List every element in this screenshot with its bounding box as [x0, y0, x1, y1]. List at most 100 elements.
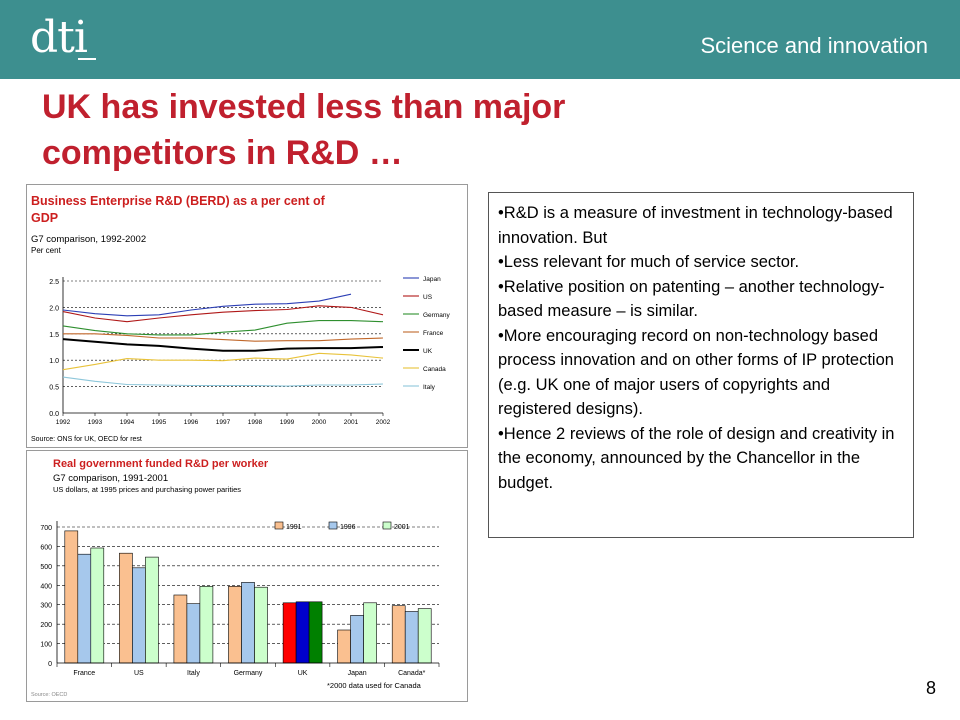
x-tick-label: Italy	[187, 670, 200, 677]
series-line-canada	[62, 352, 384, 371]
bar-2001	[363, 602, 377, 664]
dti-logo: dti	[30, 12, 88, 63]
bar-1991	[64, 530, 79, 664]
bar-1996	[404, 611, 419, 664]
bullet-item: •R&D is a measure of investment in techn…	[498, 204, 893, 247]
bullet-item: •Hence 2 reviews of the role of design a…	[498, 424, 895, 492]
bar-1991	[282, 602, 297, 664]
bullet-text-box: •R&D is a measure of investment in techn…	[488, 192, 914, 538]
bar-2001	[199, 586, 214, 664]
series-line-japan	[62, 293, 352, 317]
x-tick-label: 2002	[376, 419, 391, 426]
y-axis-label: US dollars, at 1995 prices and purchasin…	[53, 485, 241, 494]
x-tick-label: Canada*	[398, 670, 426, 677]
berd-chart-svg: Business Enterprise R&D (BERD) as a per …	[31, 194, 450, 443]
bullet-list: •R&D is a measure of investment in techn…	[498, 201, 905, 495]
legend-label: Germany	[423, 312, 450, 319]
bullet-item: •Relative position on patenting – anothe…	[498, 277, 885, 321]
x-tick-label: 1993	[88, 419, 103, 426]
legend-swatch	[382, 521, 392, 530]
bar-1996	[350, 615, 364, 664]
x-tick-label: 1995	[152, 419, 167, 426]
y-tick-label: 0	[48, 661, 52, 668]
bullet-item: •More encouraging record on non-technolo…	[498, 326, 894, 419]
header-bar: dti Science and innovation	[0, 0, 960, 79]
y-tick-label: 2.0	[49, 305, 59, 312]
bar-1991	[228, 586, 242, 664]
page-number: 8	[925, 678, 936, 698]
x-tick-label: 1997	[216, 419, 231, 426]
x-tick-label: 2000	[312, 419, 327, 426]
bar-1991	[119, 552, 133, 664]
legend-swatch	[328, 521, 338, 530]
y-tick-label: 300	[40, 603, 52, 610]
series-line-italy	[62, 376, 384, 387]
bar-2001	[90, 547, 105, 664]
bullet-item: •Less relevant for much of service secto…	[498, 253, 800, 271]
x-tick-label: 1992	[56, 419, 71, 426]
legend-label: 1996	[340, 524, 356, 531]
bar-1991	[337, 629, 351, 664]
bar-1996	[77, 553, 92, 664]
legend-label: Italy	[423, 384, 436, 391]
legend-label: US	[423, 294, 433, 301]
legend-label: Canada	[423, 366, 446, 373]
y-tick-label: 600	[40, 544, 52, 551]
series-line-uk	[62, 338, 384, 352]
legend-swatch	[274, 521, 284, 530]
slide-title: UK has invested less than major competit…	[42, 88, 566, 172]
legend-label: 2001	[394, 524, 410, 531]
series-line-france	[63, 333, 384, 342]
x-tick-label: France	[73, 670, 95, 677]
x-tick-label: 1994	[120, 419, 135, 426]
chart-title-line: GDP	[31, 211, 58, 225]
bar-1996	[186, 603, 201, 664]
y-tick-label: 700	[40, 525, 52, 532]
x-tick-label: 2001	[344, 419, 359, 426]
x-tick-label: 1996	[184, 419, 199, 426]
x-tick-label: US	[134, 670, 144, 677]
x-tick-label: 1998	[248, 419, 263, 426]
chart-source: Source: OECD	[31, 692, 67, 698]
y-tick-label: 1.0	[49, 358, 59, 365]
x-tick-label: Japan	[348, 670, 367, 677]
chart-subtitle: G7 comparison, 1991-2001	[53, 473, 168, 484]
y-tick-label: 2.5	[49, 279, 59, 286]
legend-label: Japan	[423, 276, 441, 283]
govt-rd-bar-chart: Real government funded R&D per worker G7 …	[26, 450, 468, 702]
bar-2001	[254, 586, 268, 664]
govt-rd-chart-svg: Real government funded R&D per worker G7 …	[31, 458, 440, 698]
bar-1991	[173, 594, 188, 664]
chart-title-line: Business Enterprise R&D (BERD) as a per …	[31, 194, 326, 208]
bar-1991	[391, 605, 406, 664]
legend-label: France	[423, 330, 444, 337]
y-tick-label: 500	[40, 564, 52, 571]
legend-label: UK	[423, 348, 433, 355]
section-title: Science and innovation	[700, 33, 929, 58]
bar-2001	[308, 601, 323, 664]
logo-underline	[78, 58, 96, 60]
bar-1996	[295, 601, 310, 664]
x-tick-label: 1999	[280, 419, 295, 426]
bar-1996	[241, 582, 255, 664]
chart-source: Source: ONS for UK, OECD for rest	[31, 436, 142, 443]
chart-title: Business Enterprise R&D (BERD) as a per …	[31, 194, 326, 225]
x-tick-label: UK	[298, 670, 308, 677]
y-tick-label: 1.5	[49, 332, 59, 339]
x-tick-label: Germany	[234, 670, 263, 677]
bar-2001	[417, 608, 432, 664]
y-tick-label: 100	[40, 642, 52, 649]
berd-line-chart: Business Enterprise R&D (BERD) as a per …	[26, 184, 468, 448]
bar-1996	[132, 567, 146, 664]
y-tick-label: 0.5	[49, 385, 59, 392]
series-line-us	[62, 305, 384, 323]
y-axis-label: Per cent	[31, 246, 62, 255]
legend-label: 1991	[286, 524, 302, 531]
chart-subtitle: G7 comparison, 1992-2002	[31, 234, 146, 245]
y-tick-label: 400	[40, 583, 52, 590]
y-tick-label: 200	[40, 622, 52, 629]
chart-title: Real government funded R&D per worker	[53, 458, 269, 470]
chart-note: *2000 data used for Canada	[327, 681, 422, 690]
series-line-germany	[62, 320, 384, 336]
bar-2001	[145, 556, 159, 664]
